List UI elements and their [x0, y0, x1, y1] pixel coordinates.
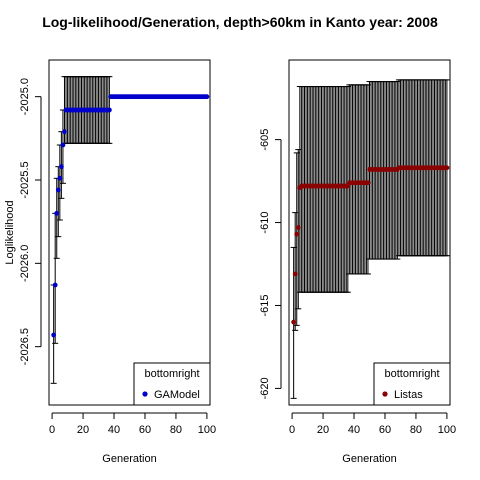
data-point — [60, 142, 66, 148]
plot-left: 0 20 40 60 80 100 Generation -2026.5 -2026.0 -202… — [4, 59, 216, 465]
data-point — [54, 210, 60, 216]
x-tick-label: 80 — [170, 424, 182, 436]
legend-entry: GAModel — [154, 389, 200, 401]
x-axis-label: Generation — [102, 453, 156, 465]
legend-entry: Listas — [394, 389, 423, 401]
legend-marker — [142, 391, 148, 397]
data-point — [204, 94, 210, 100]
y-tick-label: -605 — [259, 129, 271, 151]
x-tick-label: 80 — [410, 424, 422, 436]
x-tick-label: 0 — [49, 424, 55, 436]
y-tick-label: -2026.0 — [19, 245, 31, 282]
x-tick-label: 100 — [438, 424, 456, 436]
plot-frame — [288, 59, 451, 406]
x-tick-label: 0 — [289, 424, 295, 436]
figure-title: Log-likelihood/Generation, depth>60km in… — [42, 14, 438, 30]
x-axis-label: Generation — [342, 453, 396, 465]
legend-marker — [382, 391, 388, 397]
data-point — [51, 332, 57, 338]
data-point — [295, 225, 301, 230]
y-tick-label: -610 — [259, 212, 271, 234]
data-point — [444, 165, 450, 171]
data-point — [55, 187, 61, 193]
data-point — [292, 271, 298, 277]
data-point — [57, 175, 63, 181]
x-tick-label: 40 — [348, 424, 360, 436]
data-point — [365, 180, 371, 186]
x-tick-label: 60 — [139, 424, 151, 436]
plot-frame — [48, 59, 211, 406]
legend-title: bottomright — [384, 368, 439, 380]
y-axis-label: Loglikelihood — [4, 200, 16, 264]
legend-title: bottomright — [144, 368, 199, 380]
data-point — [62, 129, 67, 135]
data-point — [106, 107, 112, 113]
data-point — [294, 231, 300, 237]
x-tick-label: 100 — [198, 424, 216, 436]
plot-right: 0 20 40 60 80 100 Generation -620 -615 -610 -605 bo… — [259, 59, 456, 465]
x-tick-label: 40 — [108, 424, 120, 436]
y-tick-label: -2025.0 — [19, 78, 31, 115]
y-tick-label: -615 — [259, 294, 271, 316]
data-point — [291, 319, 297, 325]
data-point — [58, 164, 64, 170]
x-tick-label: 20 — [317, 424, 329, 436]
x-tick-label: 60 — [379, 424, 391, 436]
y-tick-label: -2026.5 — [19, 328, 31, 365]
x-tick-label: 20 — [77, 424, 89, 436]
legend-box — [373, 362, 451, 406]
y-tick-label: -2025.5 — [19, 161, 31, 198]
data-point — [52, 282, 58, 288]
y-tick-label: -620 — [259, 377, 271, 399]
legend-box — [133, 362, 211, 406]
